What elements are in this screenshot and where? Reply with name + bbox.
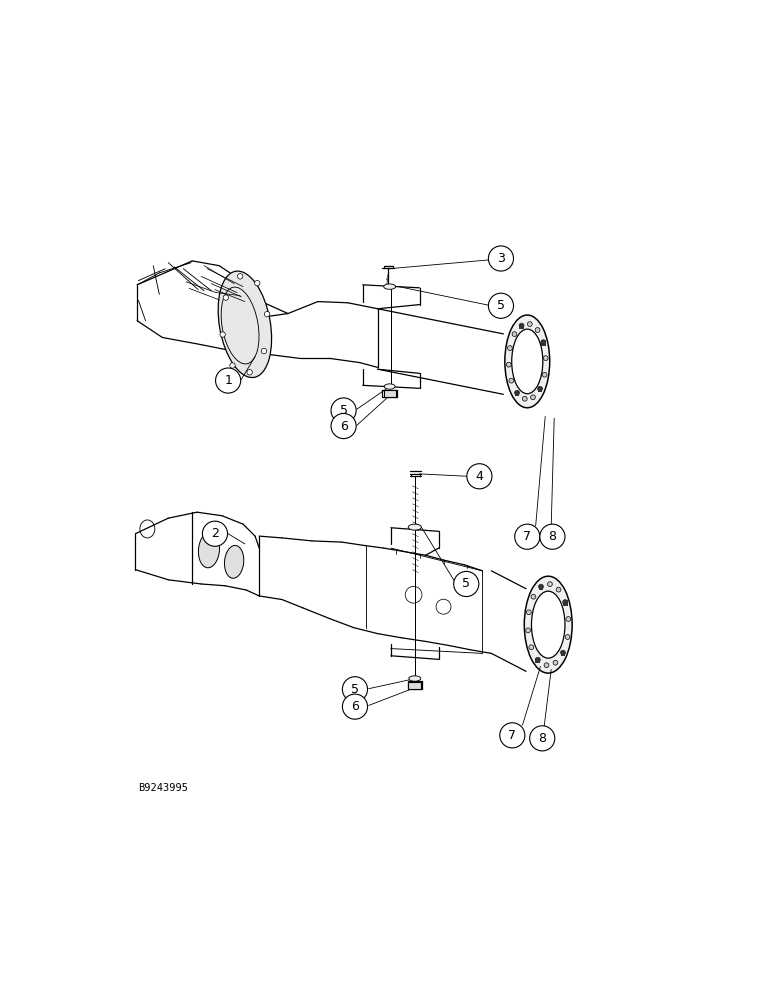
Text: 7: 7 (523, 530, 531, 543)
Bar (541, 340, 546, 346)
Circle shape (515, 524, 540, 549)
Circle shape (343, 694, 367, 719)
Circle shape (223, 295, 229, 300)
Text: 3: 3 (497, 252, 505, 265)
Circle shape (512, 332, 517, 336)
Circle shape (530, 726, 555, 751)
Circle shape (527, 322, 532, 326)
Circle shape (489, 293, 513, 318)
Text: 1: 1 (224, 374, 232, 387)
Bar (539, 585, 543, 590)
Ellipse shape (384, 284, 396, 289)
Text: 7: 7 (508, 729, 516, 742)
Circle shape (547, 582, 552, 587)
Polygon shape (408, 682, 422, 689)
Circle shape (529, 645, 533, 650)
Ellipse shape (384, 384, 395, 389)
Circle shape (220, 332, 225, 337)
Circle shape (506, 362, 511, 367)
Circle shape (343, 677, 367, 702)
Text: 4: 4 (476, 470, 483, 483)
Circle shape (530, 395, 535, 400)
Circle shape (531, 594, 536, 599)
Ellipse shape (512, 329, 543, 394)
Circle shape (467, 464, 492, 489)
Text: 8: 8 (538, 732, 547, 745)
Ellipse shape (531, 591, 565, 658)
Circle shape (454, 571, 479, 597)
Circle shape (560, 650, 565, 655)
Text: 5: 5 (340, 404, 347, 417)
Bar (560, 651, 565, 656)
Text: 5: 5 (351, 683, 359, 696)
Circle shape (563, 600, 567, 604)
Circle shape (527, 610, 531, 615)
Text: 2: 2 (211, 527, 219, 540)
Circle shape (230, 363, 235, 368)
Ellipse shape (409, 676, 421, 681)
Circle shape (255, 280, 260, 286)
Text: 6: 6 (340, 420, 347, 433)
Circle shape (539, 584, 543, 589)
Polygon shape (411, 474, 420, 476)
Circle shape (331, 398, 356, 423)
Circle shape (541, 340, 546, 345)
Text: B9243995: B9243995 (138, 783, 188, 793)
Circle shape (565, 635, 570, 639)
Bar (563, 600, 567, 606)
Circle shape (520, 323, 524, 328)
Circle shape (238, 274, 243, 279)
Circle shape (507, 346, 513, 350)
Circle shape (535, 328, 540, 332)
Circle shape (247, 370, 252, 375)
Circle shape (499, 723, 525, 748)
Bar (536, 658, 540, 663)
Polygon shape (384, 390, 396, 397)
Bar (515, 391, 520, 396)
Circle shape (566, 617, 571, 621)
Circle shape (265, 311, 269, 317)
Text: 8: 8 (548, 530, 557, 543)
Ellipse shape (218, 271, 272, 378)
Circle shape (537, 386, 543, 391)
Text: 5: 5 (497, 299, 505, 312)
Circle shape (543, 356, 548, 361)
Circle shape (544, 663, 549, 668)
Circle shape (556, 587, 561, 592)
Circle shape (202, 521, 228, 546)
Circle shape (215, 368, 241, 393)
Circle shape (526, 628, 530, 633)
Ellipse shape (505, 315, 550, 408)
Circle shape (542, 372, 547, 377)
Bar (537, 387, 543, 392)
Circle shape (523, 396, 527, 401)
Circle shape (489, 246, 513, 271)
Circle shape (540, 524, 565, 549)
Text: 6: 6 (351, 700, 359, 713)
Ellipse shape (198, 532, 219, 568)
Ellipse shape (408, 524, 422, 530)
Circle shape (261, 348, 266, 354)
Ellipse shape (225, 545, 244, 578)
Circle shape (331, 413, 356, 439)
Circle shape (553, 660, 558, 665)
Circle shape (536, 657, 540, 662)
Text: 5: 5 (462, 577, 470, 590)
Bar (520, 324, 524, 329)
Polygon shape (384, 266, 393, 268)
Circle shape (515, 390, 520, 395)
Circle shape (509, 378, 513, 383)
Ellipse shape (524, 576, 572, 673)
